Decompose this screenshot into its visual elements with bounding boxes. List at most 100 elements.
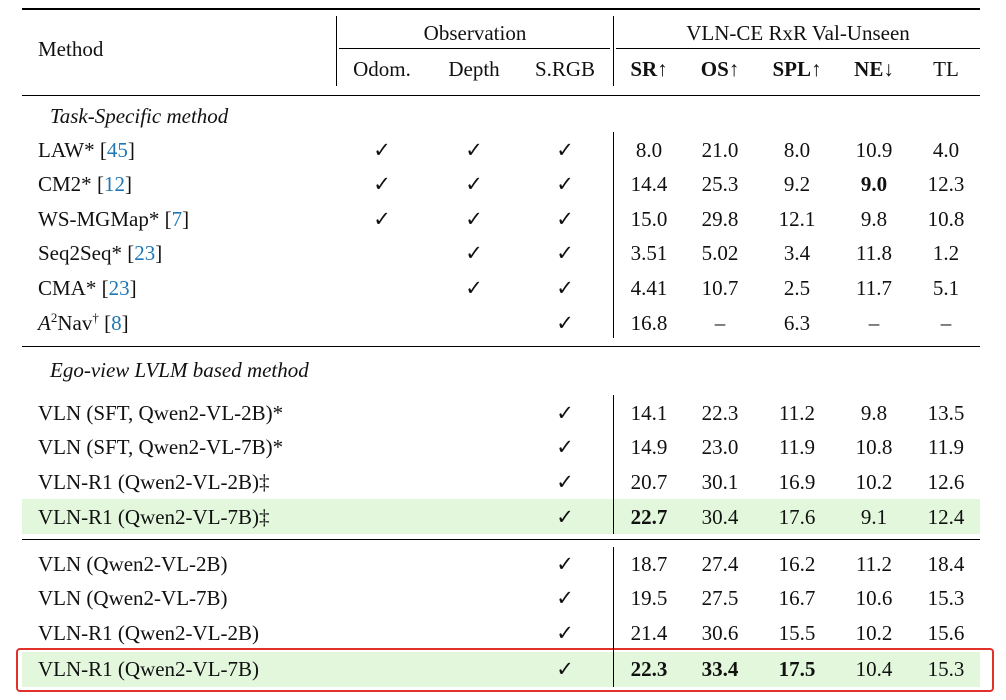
check-srgb: ✓ <box>556 621 574 645</box>
section-rule-2 <box>22 539 980 540</box>
check-srgb: ✓ <box>556 552 574 576</box>
method-name: VLN-R1 (Qwen2-VL-7B)‡ <box>38 505 270 529</box>
value-ne: 9.0 <box>860 172 888 196</box>
check-odom: ✓ <box>373 207 391 231</box>
method-name: Seq2Seq* [23] <box>38 241 163 265</box>
check-odom: ✓ <box>373 172 391 196</box>
value-ne: 11.8 <box>856 241 892 265</box>
value-ne: 10.8 <box>855 435 893 459</box>
value-os: 30.4 <box>701 505 739 529</box>
value-tl: 18.4 <box>927 552 965 576</box>
check-srgb: ✓ <box>556 172 574 196</box>
value-sr: 22.3 <box>630 657 668 681</box>
header-rule <box>22 95 980 96</box>
method-name: VLN (SFT, Qwen2-VL-2B)* <box>38 401 284 425</box>
value-tl: 13.5 <box>927 401 965 425</box>
value-sr: 21.4 <box>630 621 668 645</box>
top-rule <box>22 8 980 10</box>
check-depth: ✓ <box>465 241 483 265</box>
value-spl: 6.3 <box>783 311 811 335</box>
highlight-row-vln-r1-7b <box>22 652 980 687</box>
highlight-row-vln-r1-7b-sft <box>22 499 980 534</box>
check-srgb: ✓ <box>556 276 574 300</box>
value-tl: 11.9 <box>928 435 964 459</box>
citation-link[interactable]: 7 <box>171 207 183 231</box>
check-odom: ✓ <box>373 138 391 162</box>
value-ne: 10.2 <box>855 470 893 494</box>
obs-divider-block1 <box>613 132 614 338</box>
value-os: 5.02 <box>701 241 739 265</box>
obs-divider-block3 <box>613 547 614 687</box>
value-spl: 2.5 <box>783 276 811 300</box>
col-odom: Odom. <box>353 57 411 81</box>
highlight-box <box>16 648 994 692</box>
method-name: VLN-R1 (Qwen2-VL-2B) <box>38 621 260 645</box>
value-tl: 10.8 <box>927 207 965 231</box>
value-ne: 10.6 <box>855 586 893 610</box>
value-ne: 11.2 <box>856 552 892 576</box>
value-os: 22.3 <box>701 401 739 425</box>
value-ne: 10.4 <box>855 657 893 681</box>
value-spl: 11.9 <box>779 435 815 459</box>
value-tl: – <box>940 311 952 335</box>
value-os: 25.3 <box>701 172 739 196</box>
value-tl: 12.6 <box>927 470 965 494</box>
col-depth: Depth <box>448 57 500 81</box>
citation-link[interactable]: 12 <box>103 172 125 196</box>
value-sr: 22.7 <box>630 505 668 529</box>
value-spl: 17.6 <box>778 505 816 529</box>
value-tl: 4.0 <box>932 138 960 162</box>
observation-header: Observation <box>423 21 527 45</box>
check-srgb: ✓ <box>556 505 574 529</box>
value-os: 30.6 <box>701 621 739 645</box>
value-tl: 15.6 <box>927 621 965 645</box>
check-srgb: ✓ <box>556 207 574 231</box>
check-depth: ✓ <box>465 172 483 196</box>
value-spl: 12.1 <box>778 207 816 231</box>
value-os: 29.8 <box>701 207 739 231</box>
value-sr: 16.8 <box>630 311 668 335</box>
check-srgb: ✓ <box>556 435 574 459</box>
check-srgb: ✓ <box>556 241 574 265</box>
value-os: 10.7 <box>701 276 739 300</box>
benchmark-underline <box>616 48 980 49</box>
value-ne: 9.8 <box>860 207 888 231</box>
check-srgb: ✓ <box>556 586 574 610</box>
value-os: 27.5 <box>701 586 739 610</box>
value-spl: 11.2 <box>779 401 815 425</box>
section-rule-1 <box>22 346 980 347</box>
citation-link[interactable]: 45 <box>106 138 128 162</box>
value-sr: 20.7 <box>630 470 668 494</box>
check-srgb: ✓ <box>556 401 574 425</box>
citation-link[interactable]: 23 <box>134 241 156 265</box>
value-ne: 11.7 <box>856 276 892 300</box>
obs-divider-block2 <box>613 395 614 534</box>
value-sr: 15.0 <box>630 207 668 231</box>
citation-link[interactable]: 23 <box>108 276 130 300</box>
value-tl: 12.3 <box>927 172 965 196</box>
value-ne: 10.2 <box>855 621 893 645</box>
value-sr: 14.1 <box>630 401 668 425</box>
check-depth: ✓ <box>465 207 483 231</box>
value-sr: 8.0 <box>635 138 663 162</box>
value-spl: 9.2 <box>783 172 811 196</box>
col-spl: SPL↑ <box>772 57 822 81</box>
value-sr: 3.51 <box>630 241 668 265</box>
observation-underline <box>339 48 610 49</box>
method-name: CMA* [23] <box>38 276 137 300</box>
check-depth: ✓ <box>465 276 483 300</box>
value-sr: 4.41 <box>630 276 668 300</box>
value-os: 23.0 <box>701 435 739 459</box>
method-name: A2Nav† [8] <box>38 310 129 335</box>
value-sr: 19.5 <box>630 586 668 610</box>
method-header: Method <box>38 37 104 61</box>
check-srgb: ✓ <box>556 657 574 681</box>
citation-link[interactable]: 8 <box>111 311 122 335</box>
value-spl: 15.5 <box>778 621 816 645</box>
method-name: CM2* [12] <box>38 172 132 196</box>
check-srgb: ✓ <box>556 311 574 335</box>
method-divider <box>336 16 337 86</box>
value-tl: 15.3 <box>927 586 965 610</box>
method-name: VLN (Qwen2-VL-7B) <box>38 586 228 610</box>
